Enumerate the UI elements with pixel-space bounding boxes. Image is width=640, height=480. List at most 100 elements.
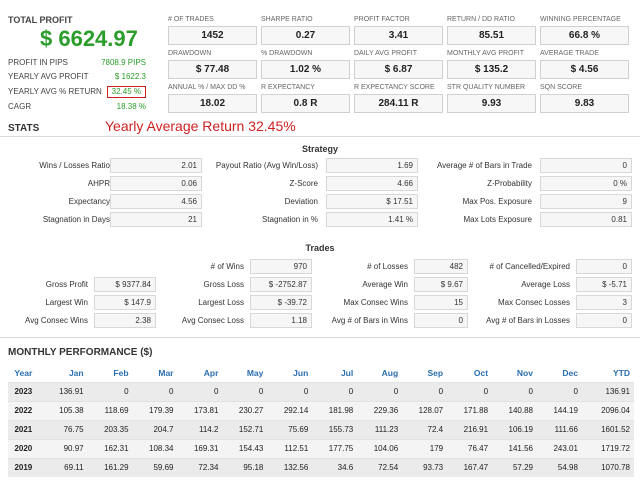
trade-label: Gross Loss [203,280,244,289]
highlighted-summary-value: 32.45 % [106,86,146,98]
metric-card: % DRAWDOWN 1.02 % [261,49,350,79]
stat-label: Wins / Losses Ratio [39,161,110,170]
table-cell: 140.88 [492,400,537,420]
table-cell: 0 [177,381,223,401]
metric-label: # OF TRADES [168,16,214,23]
metric-value: $ 4.56 [540,60,629,79]
table-cell: 203.35 [87,419,133,439]
summary-value: 7808.9 PIPS [101,58,146,67]
table-cell: 181.98 [312,400,358,420]
trade-label: Largest Win [45,298,88,307]
table-cell: 93.73 [402,457,448,477]
table-cell: 0 [222,381,268,401]
stat-label: Z-Score [289,179,318,188]
summary-label: YEARLY AVG PROFIT [8,72,89,81]
metric-label: DRAWDOWN [168,50,212,57]
column-header: Year [14,367,33,378]
summary-label: YEARLY AVG % RETURN [8,87,102,96]
table-row: 2019 69.11 161.29 59.69 72.34 95.18 132.56 34.6… [8,457,634,477]
table-cell: 1719.72 [581,438,634,458]
table-cell: 144.19 [536,400,582,420]
table-cell: 0 [357,381,403,401]
column-header: Aug [381,367,399,378]
trade-label: Largest Loss [198,298,244,307]
metric-label: ANNUAL % / MAX DD % [168,84,246,91]
trade-value: 0 [414,313,468,328]
metric-label: AVERAGE TRADE [540,50,599,57]
table-cell: 128.07 [402,400,448,420]
table-cell: 0 [87,381,133,401]
table-cell: 136.91 [581,381,634,401]
table-cell: 0 [312,381,358,401]
stat-value: 21 [110,212,202,227]
metric-card: WINNING PERCENTAGE 66.8 % [540,15,629,45]
table-cell: 0 [402,381,448,401]
metric-value: 9.83 [540,94,629,113]
summary-value: 18.38 % [116,102,146,111]
metric-label: SHARPE RATIO [261,16,313,23]
table-cell: 111.66 [536,419,582,439]
metric-value: 9.93 [447,94,536,113]
metric-label: MONTHLY AVG PROFIT [447,50,525,57]
trade-value: 1.18 [250,313,312,328]
table-cell: 154.43 [222,438,268,458]
trade-label: Avg Consec Wins [25,316,88,325]
table-cell: 152.71 [222,419,268,439]
metric-card: DAILY AVG PROFIT $ 6.87 [354,49,443,79]
table-cell: 76.47 [447,438,493,458]
table-cell: 72.4 [402,419,448,439]
table-cell: 204.7 [132,419,178,439]
metric-value: 66.8 % [540,26,629,45]
table-cell: 105.38 [42,400,88,420]
metric-label: PROFIT FACTOR [354,16,410,23]
metric-label: R EXPECTANCY SCORE [354,84,435,91]
trade-value: 2.38 [94,313,156,328]
column-header: YTD [613,367,630,378]
year-cell: 2022 [8,400,43,420]
metric-card: ANNUAL % / MAX DD % 18.02 [168,83,257,113]
stat-label: Expectancy [68,197,110,206]
table-row: 2021 76.75 203.35 204.7 114.2 152.71 75.69 155.… [8,419,634,439]
cagr-row: CAGR 18.38 % [8,101,146,113]
profit-in-pips-row: PROFIT IN PIPS 7808.9 PIPS [8,57,146,69]
stat-value: 1.69 [326,158,418,173]
divider [0,337,640,338]
metric-value: 18.02 [168,94,257,113]
metric-value: 1.02 % [261,60,350,79]
table-cell: 104.06 [357,438,403,458]
stat-value: 9 [540,194,632,209]
table-cell: 162.31 [87,438,133,458]
table-cell: 292.14 [267,400,313,420]
trade-label: Avg Consec Loss [181,316,244,325]
table-cell: 69.11 [42,457,88,477]
stats-subtitle: Yearly Average Return 32.45% [105,118,296,134]
stat-label: Z-Probability [487,179,532,188]
yearly-avg-return-row: YEARLY AVG % RETURN 32.45 % [8,86,146,98]
trade-label: Avg # of Bars in Losses [486,316,570,325]
table-cell: 90.97 [42,438,88,458]
year-cell: 2019 [8,457,43,477]
column-header: Jun [293,367,309,378]
table-cell: 34.6 [312,457,358,477]
year-cell: 2023 [8,381,43,401]
trade-label: Max Consec Losses [497,298,570,307]
table-cell: 54.98 [536,457,582,477]
metric-label: DAILY AVG PROFIT [354,50,418,57]
metric-card: MONTHLY AVG PROFIT $ 135.2 [447,49,536,79]
table-cell: 171.88 [447,400,493,420]
column-header: Dec [562,367,578,378]
stat-value: $ 17.51 [326,194,418,209]
table-cell: 114.2 [177,419,223,439]
metric-value: 85.51 [447,26,536,45]
metric-label: STR QUALITY NUMBER [447,84,526,91]
metric-value: $ 135.2 [447,60,536,79]
table-row: 2020 90.97 162.31 108.34 169.31 154.43 112.51 1… [8,438,634,458]
trade-value: $ -5.71 [576,277,632,292]
stat-value: 4.56 [110,194,202,209]
metric-value: $ 6.87 [354,60,443,79]
column-header: Apr [203,367,219,378]
summary-label: CAGR [8,102,32,111]
metric-label: SQN SCORE [540,84,583,91]
metric-value: 0.27 [261,26,350,45]
table-cell: 0 [132,381,178,401]
